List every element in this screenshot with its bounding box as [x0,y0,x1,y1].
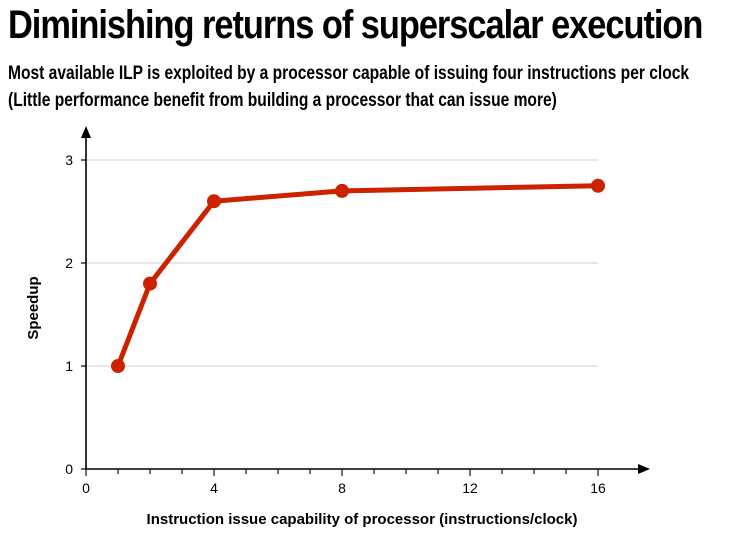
x-axis-arrow [638,464,650,474]
x-tick-label-12: 12 [462,480,478,496]
data-point-8 [335,183,349,198]
slide-title: Diminishing returns of superscalar execu… [8,3,703,47]
x-tick-label-8: 8 [338,480,346,496]
y-axis-arrow [81,126,91,138]
y-tick-label-0: 0 [65,461,73,477]
subtitle-line-1: Most available ILP is exploited by a pro… [8,63,690,84]
series-line-0 [115,183,601,369]
y-tick-label-3: 3 [65,152,73,168]
y-tick-label-1: 1 [65,358,73,374]
y-tick-label-2: 2 [65,255,73,271]
axes [81,126,650,474]
x-axis-title: Instruction issue capability of processo… [147,511,578,528]
x-tick-label-4: 4 [210,480,218,496]
y-axis-title: Speedup [25,276,42,339]
data-point-2 [143,276,157,291]
grid-lines [86,159,598,367]
x-tick-label-16: 16 [590,480,606,496]
data-point-4 [207,194,221,209]
x-tick-label-0: 0 [82,480,90,496]
series [111,178,605,373]
subtitle-line-2: (Little performance benefit from buildin… [8,90,557,111]
data-point-1 [111,359,125,373]
data-point-16 [591,178,605,193]
